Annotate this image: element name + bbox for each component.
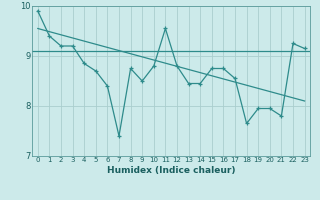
X-axis label: Humidex (Indice chaleur): Humidex (Indice chaleur) — [107, 166, 236, 175]
